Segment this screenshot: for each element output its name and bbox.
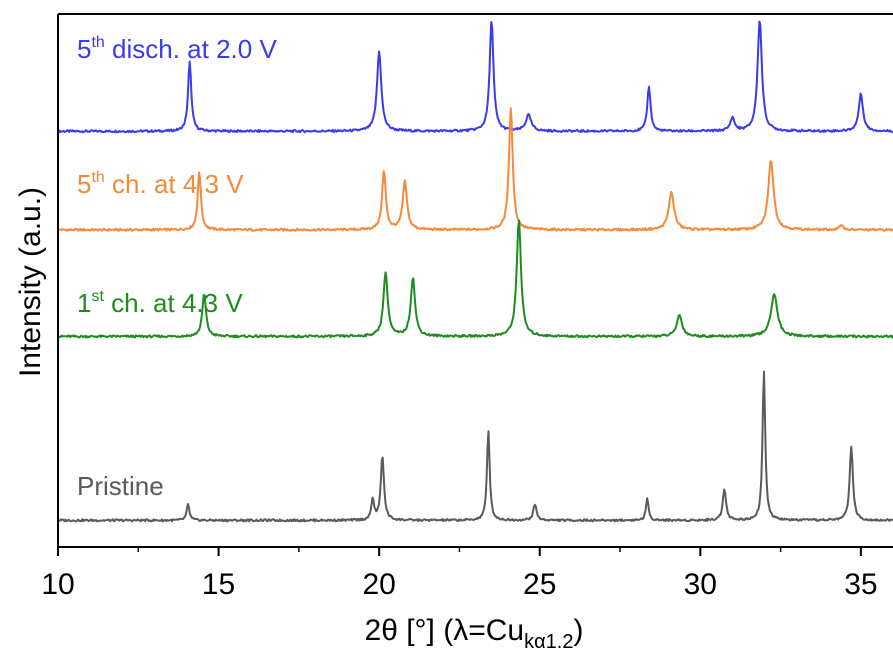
series-label: 5th disch. at 2.0 V [77,34,277,64]
x-tick-label: 15 [202,568,235,601]
y-axis-label: Intensity (a.u.) [14,187,47,377]
axes-layer: 10 15 20 25 30 35 2θ [°] (λ=Cukα1.2) Intensity … [14,13,893,653]
x-tick-label: 25 [523,568,556,601]
x-tick-label: 20 [362,568,395,601]
labels-layer: 5th disch. at 2.0 V 5th ch. at 4.3 V 1st c… [77,34,277,501]
x-tick-label: 35 [844,568,877,601]
x-tick-label: 30 [684,568,717,601]
series-line [57,107,893,232]
series-layer [57,20,893,523]
series-label: 5th ch. at 4.3 V [77,169,244,199]
x-axis-label: 2θ [°] (λ=Cukα1.2) [365,614,584,653]
series-label: 1st ch. at 4.3 V [77,288,243,318]
series-line [57,20,893,134]
x-tick-label: 10 [41,568,74,601]
series-line [57,219,893,339]
series-label: Pristine [77,471,164,501]
series-line [57,370,893,523]
